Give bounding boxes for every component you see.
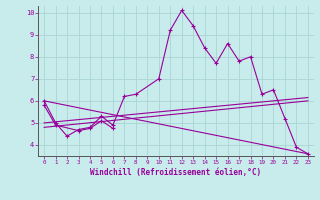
X-axis label: Windchill (Refroidissement éolien,°C): Windchill (Refroidissement éolien,°C) — [91, 168, 261, 177]
